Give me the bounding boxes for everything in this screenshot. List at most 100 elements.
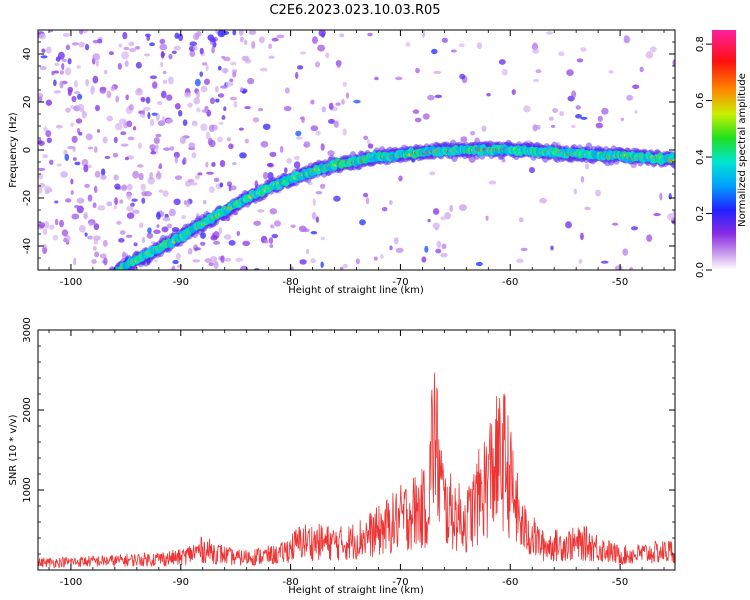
noise-speckle bbox=[102, 136, 108, 144]
ridge-core bbox=[62, 308, 66, 312]
noise-speckle bbox=[395, 247, 404, 253]
ridge-halo bbox=[71, 296, 79, 310]
noise-speckle bbox=[523, 105, 531, 113]
noise-speckle bbox=[119, 230, 126, 235]
noise-speckle bbox=[95, 60, 99, 67]
figure-title: C2E6.2023.023.10.03.R05 bbox=[269, 3, 440, 18]
noise-speckle bbox=[259, 67, 268, 72]
noise-speckle bbox=[169, 146, 175, 151]
noise-speckle bbox=[412, 109, 420, 114]
noise-speckle bbox=[126, 192, 132, 200]
noise-speckle bbox=[432, 208, 440, 215]
colorbar-ticks: 0.0 0.2 0.4 0.6 0.8 bbox=[695, 36, 712, 278]
noise-speckle bbox=[154, 259, 158, 263]
ridge-core bbox=[60, 311, 64, 315]
noise-speckle bbox=[233, 100, 238, 108]
noise-speckle bbox=[62, 32, 71, 38]
y-tick-label: 40 bbox=[22, 48, 33, 61]
noise-speckle bbox=[310, 258, 316, 264]
noise-speckle bbox=[373, 256, 378, 261]
noise-speckle bbox=[126, 212, 135, 219]
noise-speckle bbox=[85, 78, 90, 87]
ridge-body bbox=[44, 319, 50, 327]
noise-speckle bbox=[429, 171, 436, 176]
noise-speckle bbox=[276, 34, 285, 39]
noise-speckle bbox=[189, 41, 197, 47]
ridge-halo bbox=[93, 279, 101, 293]
noise-speckle bbox=[239, 36, 244, 43]
noise-speckle bbox=[42, 228, 48, 236]
noise-speckle bbox=[102, 239, 108, 247]
noise-speckle bbox=[244, 106, 251, 110]
noise-speckle bbox=[73, 257, 77, 266]
noise-speckle bbox=[162, 190, 169, 198]
noise-speckle bbox=[485, 215, 489, 221]
noise-speckle bbox=[389, 245, 393, 251]
noise-speckle bbox=[143, 106, 151, 111]
noise-speckle bbox=[228, 240, 236, 246]
noise-speckle bbox=[302, 228, 310, 233]
noise-speckle bbox=[118, 237, 125, 243]
noise-speckle bbox=[328, 118, 336, 124]
colorbar-tick-label: 0.4 bbox=[695, 149, 706, 165]
noise-speckle bbox=[175, 252, 181, 260]
noise-speckle bbox=[244, 138, 249, 144]
noise-speckle bbox=[535, 124, 541, 130]
noise-speckle bbox=[168, 208, 176, 217]
ridge-halo bbox=[75, 292, 83, 306]
noise-speckle bbox=[614, 265, 623, 270]
noise-speckle bbox=[63, 238, 68, 243]
noise-speckle bbox=[269, 244, 274, 248]
noise-speckle bbox=[209, 37, 216, 43]
noise-speckle bbox=[486, 92, 491, 97]
noise-speckle bbox=[61, 58, 68, 63]
noise-speckle bbox=[223, 106, 227, 112]
noise-speckle bbox=[230, 185, 237, 191]
noise-speckle bbox=[315, 61, 321, 68]
ridge-halo bbox=[43, 316, 51, 330]
ridge-core bbox=[81, 295, 85, 299]
ridge-halo bbox=[95, 280, 103, 294]
x-tick-label: -80 bbox=[282, 577, 298, 588]
noise-speckle bbox=[171, 50, 177, 54]
noise-speckle bbox=[315, 130, 321, 136]
noise-speckle bbox=[124, 60, 129, 67]
noise-speckle bbox=[162, 79, 168, 84]
noise-speckle bbox=[359, 219, 366, 226]
noise-speckle bbox=[213, 177, 220, 183]
x-tick-label: -90 bbox=[173, 577, 189, 588]
y-tick-label: 20 bbox=[22, 96, 33, 109]
noise-speckle bbox=[65, 44, 71, 51]
ridge-core bbox=[58, 312, 62, 316]
ridge-halo bbox=[45, 317, 53, 331]
spectrogram-y-ticks: -40 -20 0 20 40 bbox=[22, 29, 675, 271]
ridge-body bbox=[88, 286, 94, 294]
noise-speckle bbox=[632, 84, 640, 89]
noise-speckle bbox=[120, 131, 127, 136]
noise-speckle bbox=[114, 123, 123, 131]
noise-speckle bbox=[395, 76, 403, 81]
noise-speckle bbox=[41, 48, 46, 54]
noise-speckle bbox=[532, 78, 540, 83]
ridge-body bbox=[80, 293, 86, 301]
noise-speckle bbox=[333, 195, 341, 202]
spectrogram-y-label: Frequency (Hz) bbox=[8, 112, 19, 188]
noise-speckle bbox=[113, 205, 117, 210]
noise-speckle bbox=[174, 102, 181, 110]
noise-speckle bbox=[353, 99, 361, 104]
ridge-halo bbox=[48, 310, 56, 324]
noise-speckle bbox=[498, 59, 506, 65]
ridge-halo bbox=[92, 279, 100, 293]
y-tick-label: 2000 bbox=[22, 397, 33, 422]
ridge-body bbox=[67, 304, 73, 312]
noise-speckle bbox=[262, 123, 271, 130]
noise-speckle bbox=[328, 102, 334, 110]
noise-speckle bbox=[295, 130, 302, 137]
noise-speckle bbox=[580, 176, 585, 183]
noise-speckle bbox=[219, 160, 226, 167]
noise-speckle bbox=[103, 257, 108, 266]
noise-speckle bbox=[645, 51, 654, 59]
y-tick-label: 1000 bbox=[22, 477, 33, 502]
noise-speckle bbox=[315, 191, 323, 195]
noise-speckle bbox=[192, 259, 201, 263]
